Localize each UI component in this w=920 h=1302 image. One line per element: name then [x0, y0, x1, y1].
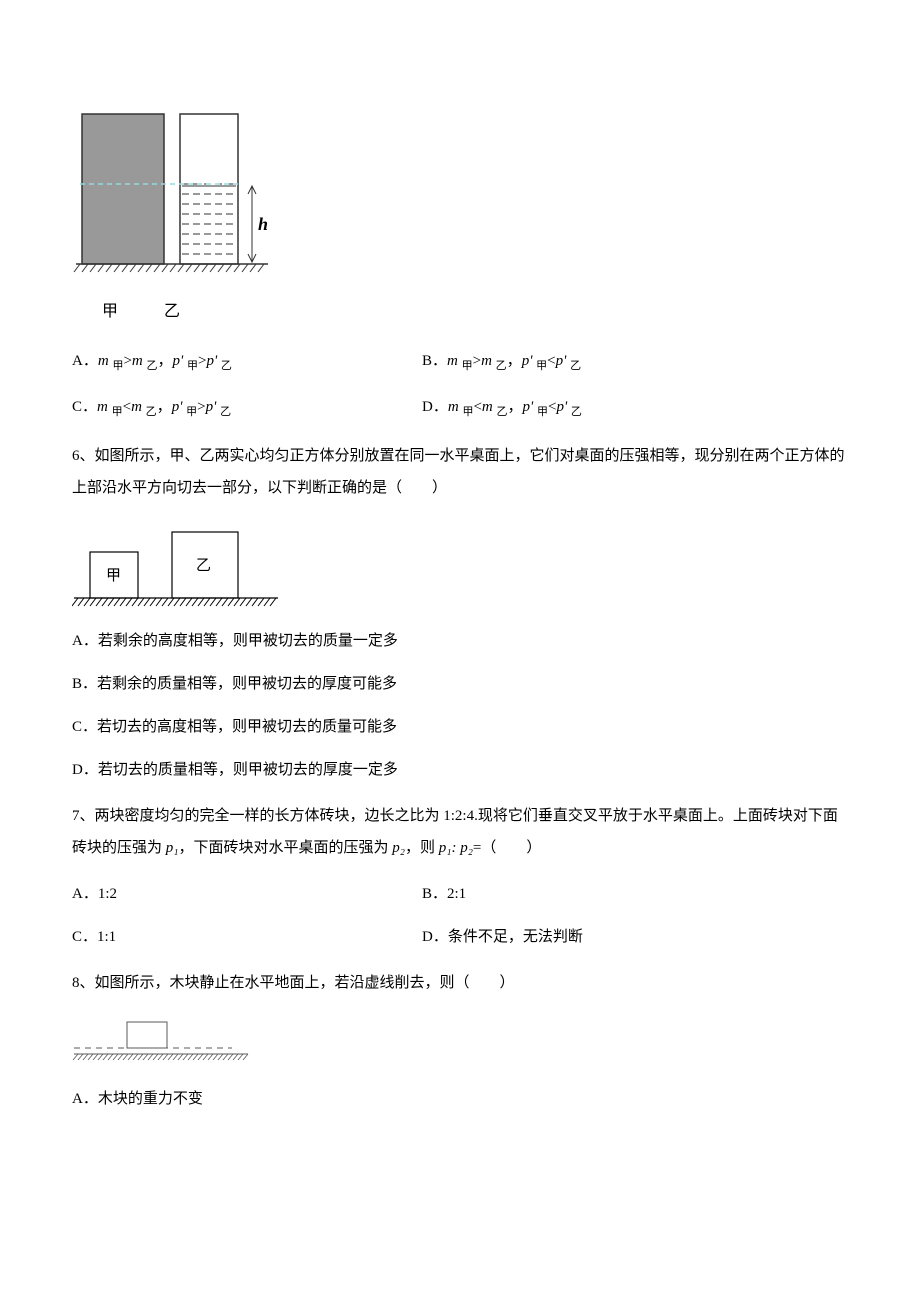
fig2-label-left: 甲 — [106, 568, 121, 584]
q6-option-b: B．若剩余的质量相等，则甲被切去的厚度可能多 — [72, 672, 848, 693]
q5-option-a: A．m 甲>m 乙，p' 甲>p' 乙 — [72, 353, 232, 369]
q7-option-d: D．条件不足，无法判断 — [422, 929, 583, 945]
q6-option-c: C．若切去的高度相等，则甲被切去的质量可能多 — [72, 715, 848, 736]
q5-options-row2: C．m 甲<m 乙，p' 甲>p' 乙 D．m 甲<m 乙，p' 甲<p' 乙 — [72, 395, 848, 419]
q8-text: 8、如图所示，木块静止在水平地面上，若沿虚线削去，则（ ） — [72, 968, 848, 1000]
fig1-label-left: 甲 — [102, 297, 118, 321]
q6-option-a: A．若剩余的高度相等，则甲被切去的质量一定多 — [72, 629, 848, 650]
q7-text: 7、两块密度均匀的完全一样的长方体砖块，边长之比为 1:2:4.现将它们垂直交叉… — [72, 801, 848, 864]
q7-mid: ，下面砖块对水平桌面的压强为 — [178, 840, 392, 856]
q7-option-b: B．2:1 — [422, 886, 466, 902]
q7-options-row1: A．1:2 B．2:1 — [72, 882, 848, 903]
q6-text: 6、如图所示，甲、乙两实心均匀正方体分别放置在同一水平桌面上，它们对桌面的压强相… — [72, 441, 848, 504]
q5-option-c: C．m 甲<m 乙，p' 甲>p' 乙 — [72, 399, 231, 415]
fig2-label-right: 乙 — [196, 558, 211, 574]
fig1-label-right: 乙 — [164, 297, 180, 321]
q7-options-row2: C．1:1 D．条件不足，无法判断 — [72, 925, 848, 946]
figure-q6-svg: 甲 乙 — [72, 528, 282, 608]
figure-q5-svg: h — [72, 104, 272, 284]
h-label: h — [258, 214, 268, 234]
q7-ratio: p₁: p₂ — [439, 840, 473, 856]
figure-q6: 甲 乙 — [72, 528, 848, 613]
figure-q8-svg — [72, 1020, 252, 1066]
q7-p1: p₁ — [166, 840, 179, 856]
q7-p2: p₂ — [392, 840, 405, 856]
q7-end: =（ ） — [473, 840, 541, 856]
q7-mid2: ，则 — [405, 840, 439, 856]
q7-option-a: A．1:2 — [72, 886, 117, 902]
figure-q8 — [72, 1020, 848, 1071]
q6-option-d: D．若切去的质量相等，则甲被切去的厚度一定多 — [72, 758, 848, 779]
q5-option-b: B．m 甲>m 乙，p' 甲<p' 乙 — [422, 353, 581, 369]
q8-option-a: A．木块的重力不变 — [72, 1087, 848, 1108]
q7-option-c: C．1:1 — [72, 929, 116, 945]
figure-q5-labels: 甲 乙 — [72, 297, 848, 321]
q5-options-row1: A．m 甲>m 乙，p' 甲>p' 乙 B．m 甲>m 乙，p' 甲<p' 乙 — [72, 349, 848, 373]
q5-option-d: D．m 甲<m 乙，p' 甲<p' 乙 — [422, 399, 582, 415]
figure-q5: h — [72, 104, 848, 289]
